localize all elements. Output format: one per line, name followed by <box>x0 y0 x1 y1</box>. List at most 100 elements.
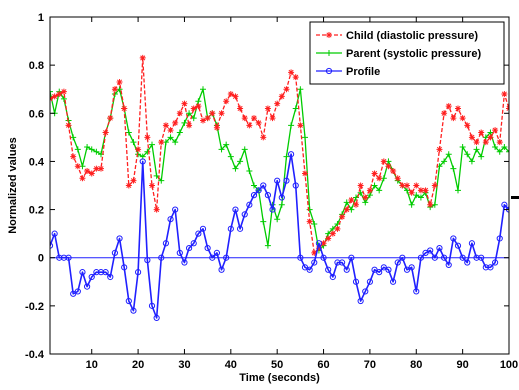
point-child-60 <box>320 240 327 247</box>
point-profile-9 <box>83 283 91 290</box>
point-child-18 <box>125 182 132 189</box>
point-profile-11 <box>93 269 100 276</box>
point-parent-7 <box>74 146 81 153</box>
point-profile-86 <box>440 254 448 261</box>
point-profile-80 <box>413 288 420 295</box>
point-profile-74 <box>385 266 392 273</box>
point-profile-48 <box>264 192 272 199</box>
point-parent-86 <box>441 158 448 165</box>
point-child-21 <box>139 54 146 61</box>
point-child-79 <box>408 189 415 196</box>
legend-label-child: Child (diastolic pressure) <box>346 30 478 42</box>
point-profile-13 <box>102 269 109 276</box>
axes-layer: -0.4 -0.2 0 0.2 0.4 0.6 0.8 1 10 20 30 40 50 60 70 80 90… <box>25 12 518 371</box>
point-profile-5 <box>65 254 72 261</box>
plot-frame <box>49 16 510 355</box>
point-profile-47 <box>260 182 267 189</box>
point-child-51 <box>278 93 285 100</box>
point-parent-68 <box>357 189 364 196</box>
point-parent-91 <box>464 151 471 158</box>
point-parent-25 <box>158 177 165 184</box>
point-profile-85 <box>436 244 443 252</box>
point-child-96 <box>487 134 494 141</box>
point-child-57 <box>306 218 313 225</box>
point-profile-6 <box>70 290 77 297</box>
y-tick-label: 0.6 <box>29 108 44 120</box>
point-child-35 <box>204 115 211 122</box>
y-tick-label: 0.4 <box>29 156 45 168</box>
point-profile-75 <box>389 278 397 285</box>
legend-label-parent: Parent (systolic pressure) <box>346 48 481 60</box>
point-profile-71 <box>371 266 378 273</box>
point-profile-84 <box>431 254 438 261</box>
point-child-84 <box>431 182 438 189</box>
point-profile-19 <box>130 307 137 314</box>
point-profile-64 <box>338 259 346 266</box>
point-profile-83 <box>427 247 434 254</box>
point-profile-56 <box>301 264 309 271</box>
legend-label-profile: Profile <box>346 66 380 78</box>
point-child-67 <box>353 201 359 208</box>
point-parent-30 <box>181 119 188 126</box>
point-profile-34 <box>199 225 207 232</box>
point-profile-46 <box>255 187 262 194</box>
point-profile-16 <box>116 235 123 242</box>
point-parent-54 <box>292 105 299 112</box>
point-parent-18 <box>125 129 132 136</box>
point-child-38 <box>218 110 225 117</box>
y-tick-label: 0.2 <box>29 205 44 217</box>
point-child-34 <box>200 117 206 124</box>
point-parent-11 <box>93 148 100 155</box>
point-parent-9 <box>84 143 91 150</box>
point-parent-81 <box>417 194 424 201</box>
point-profile-38 <box>218 266 225 273</box>
point-profile-72 <box>376 269 383 276</box>
point-child-36 <box>209 110 216 117</box>
point-child-81 <box>417 187 424 194</box>
point-profile-68 <box>357 297 364 305</box>
point-child-90 <box>459 115 466 122</box>
point-profile-50 <box>274 177 281 184</box>
point-parent-98 <box>496 148 503 155</box>
point-profile-31 <box>185 244 193 252</box>
point-profile-40 <box>227 225 234 232</box>
point-profile-22 <box>144 257 151 264</box>
point-parent-47 <box>260 218 267 225</box>
point-child-75 <box>390 168 397 175</box>
point-profile-17 <box>121 264 128 271</box>
point-child-14 <box>107 115 114 122</box>
point-profile-92 <box>468 240 476 247</box>
point-profile-70 <box>366 278 374 285</box>
edge-tick-mark <box>511 196 519 199</box>
point-parent-56 <box>302 134 308 141</box>
point-profile-91 <box>464 259 471 266</box>
point-profile-10 <box>88 273 95 281</box>
series-line-child <box>50 57 509 254</box>
y-axis-label: Normalized values <box>7 137 19 234</box>
point-profile-90 <box>459 254 466 261</box>
point-profile-55 <box>297 254 304 261</box>
point-profile-24 <box>153 314 160 321</box>
point-profile-26 <box>162 240 170 247</box>
point-child-27 <box>167 127 174 134</box>
legend-box <box>309 21 505 85</box>
point-child-86 <box>441 110 448 117</box>
point-parent-97 <box>492 143 499 150</box>
point-child-68 <box>357 182 364 189</box>
point-child-59 <box>315 245 322 252</box>
y-tick-label: -0.4 <box>25 349 45 361</box>
point-profile-3 <box>56 254 63 261</box>
point-parent-1 <box>50 88 53 95</box>
series-line-profile <box>50 153 509 319</box>
point-profile-28 <box>172 206 179 213</box>
point-parent-72 <box>376 187 383 194</box>
point-parent-39 <box>223 141 230 148</box>
point-child-70 <box>366 187 373 194</box>
point-child-47 <box>260 134 267 141</box>
x-tick-label: 90 <box>457 359 469 371</box>
point-profile-88 <box>450 235 457 242</box>
series-line-parent <box>50 88 509 252</box>
point-parent-57 <box>306 206 313 213</box>
y-tick-label: -0.2 <box>25 301 44 313</box>
point-profile-61 <box>325 266 332 273</box>
